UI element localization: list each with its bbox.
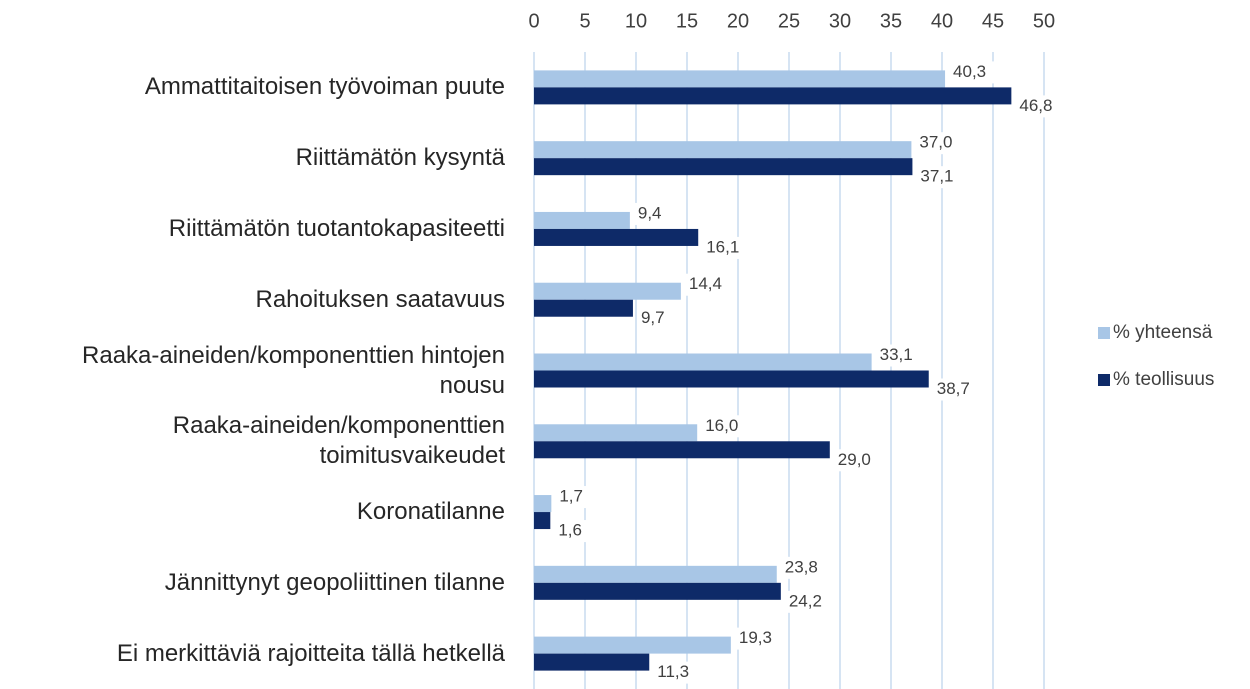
bar (534, 441, 830, 459)
value-label: 1,7 (559, 487, 583, 506)
value-label: 40,3 (953, 62, 986, 81)
x-tick-label: 45 (982, 10, 1004, 32)
value-label: 29,0 (838, 450, 871, 469)
value-label-bg (703, 236, 750, 259)
value-label: 9,4 (638, 203, 662, 222)
value-label: 1,6 (558, 521, 582, 540)
x-tick-label: 40 (931, 10, 953, 32)
value-label-bg (917, 166, 964, 189)
bar (534, 636, 731, 654)
value-label: 33,1 (880, 345, 913, 364)
value-label-bg (555, 520, 592, 543)
y-tick-label: Riittämätön kysyntä (295, 144, 505, 172)
bar (534, 512, 551, 530)
value-label: 24,2 (789, 591, 822, 610)
value-label: 46,8 (1019, 96, 1052, 115)
value-label-bg (735, 627, 782, 650)
value-label: 11,3 (657, 662, 689, 681)
x-tick-label: 30 (829, 10, 851, 32)
value-label: 16,1 (706, 237, 739, 256)
bar (534, 282, 681, 300)
bar (534, 141, 912, 159)
bar (534, 353, 872, 371)
value-label-bg (637, 307, 674, 330)
value-label-bg (1016, 95, 1063, 118)
bar (534, 228, 699, 246)
bar (534, 653, 650, 671)
bar (534, 424, 698, 442)
value-label-bg (916, 132, 963, 155)
value-label-bg (950, 61, 997, 84)
bar (534, 211, 630, 229)
x-tick-label: 20 (727, 10, 749, 32)
bar (534, 582, 781, 600)
value-label-bg (685, 273, 732, 296)
bar (534, 299, 633, 317)
x-tick-label: 5 (579, 10, 590, 32)
x-tick-label: 0 (528, 10, 539, 32)
value-label: 38,7 (937, 379, 970, 398)
value-label-bg (933, 378, 980, 401)
value-label-bg (834, 449, 881, 472)
value-label-bg (634, 202, 671, 225)
x-tick-label: 50 (1033, 10, 1055, 32)
legend-swatch (1098, 327, 1110, 339)
x-tick-label: 15 (676, 10, 698, 32)
y-tick-label: Raaka-aineiden/komponenttien hintojen no… (82, 341, 505, 399)
value-label: 37,1 (920, 167, 953, 186)
y-tick-label: Riittämätön tuotantokapasiteetti (168, 214, 505, 242)
value-label: 16,0 (705, 416, 738, 435)
y-tick-label: Ei merkittäviä rajoitteita tällä hetkell… (116, 639, 505, 667)
bar (534, 370, 929, 388)
value-label-bg (654, 661, 701, 684)
y-tick-label: Ammattitaitoisen työvoiman puute (144, 73, 505, 101)
y-tick-label: Rahoituksen saatavuus (255, 285, 506, 313)
value-label-bg (785, 590, 832, 613)
legend-label: % teollisuus (1113, 369, 1214, 390)
x-tick-label: 25 (778, 10, 800, 32)
bar (534, 158, 913, 176)
value-label-bg (876, 344, 923, 367)
value-label: 14,4 (689, 274, 722, 293)
bar (534, 70, 946, 88)
bar (534, 495, 552, 513)
legend-swatch (1098, 374, 1110, 386)
x-tick-label: 35 (880, 10, 902, 32)
value-label-bg (702, 415, 749, 438)
bar (534, 565, 777, 583)
legend-label: % yhteensä (1113, 322, 1213, 343)
y-tick-label: Jännittynyt geopoliittinen tilanne (164, 568, 505, 596)
x-tick-label: 10 (625, 10, 647, 32)
y-tick-label: Raaka-aineiden/komponenttien toimitusvai… (172, 412, 505, 470)
value-label-bg (556, 486, 593, 509)
value-label-bg (781, 556, 828, 579)
y-tick-label: Koronatilanne (356, 498, 505, 526)
bar (534, 87, 1012, 105)
value-label: 9,7 (641, 308, 665, 327)
value-label: 23,8 (785, 557, 818, 576)
value-label: 37,0 (919, 133, 952, 152)
value-label: 19,3 (739, 628, 772, 647)
